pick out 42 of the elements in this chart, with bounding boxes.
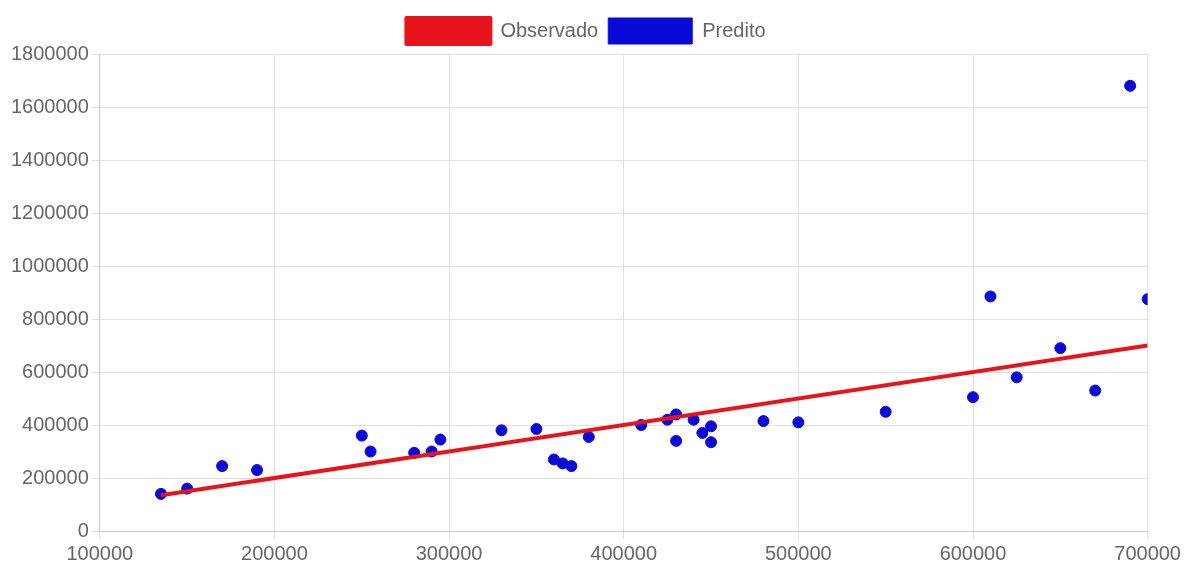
point <box>434 433 447 446</box>
y-tick-label: 0 <box>77 518 89 541</box>
y-tick-label: 1200000 <box>10 200 89 223</box>
point <box>757 415 770 428</box>
point <box>582 430 595 443</box>
y-tick-label: 1000000 <box>10 253 89 276</box>
point <box>1054 342 1067 355</box>
x-tick-label: 400000 <box>590 541 658 564</box>
point <box>530 422 543 435</box>
point <box>364 445 377 458</box>
point <box>984 290 997 303</box>
y-tick-label: 800000 <box>22 306 89 329</box>
point <box>1010 371 1023 384</box>
point <box>670 434 683 447</box>
point <box>792 416 805 429</box>
point <box>696 426 709 439</box>
x-tick-label: 300000 <box>415 541 483 564</box>
point <box>705 420 718 433</box>
point <box>216 460 229 473</box>
point <box>565 460 578 473</box>
legend-label: Predito <box>702 18 766 41</box>
y-tick-label: 1600000 <box>10 94 89 117</box>
point <box>705 436 718 449</box>
y-tick-label: 1400000 <box>10 147 89 170</box>
point <box>495 424 508 437</box>
point <box>251 464 264 477</box>
point <box>967 391 979 404</box>
y-tick-label: 200000 <box>22 465 89 488</box>
y-tick-label: 400000 <box>22 412 89 435</box>
point <box>547 453 560 466</box>
legend-label: Observado <box>500 18 599 41</box>
x-tick-label: 100000 <box>66 541 134 564</box>
x-tick-label: 600000 <box>939 541 1007 564</box>
y-tick-label: 600000 <box>22 359 89 382</box>
point <box>879 405 892 418</box>
x-tick-label: 200000 <box>241 541 308 564</box>
point <box>355 429 368 442</box>
x-tick-label: 500000 <box>765 541 832 564</box>
point <box>1089 384 1102 397</box>
point <box>1124 79 1137 92</box>
y-tick-label: 1800000 <box>10 41 89 64</box>
x-tick-label: 700000 <box>1114 541 1182 564</box>
